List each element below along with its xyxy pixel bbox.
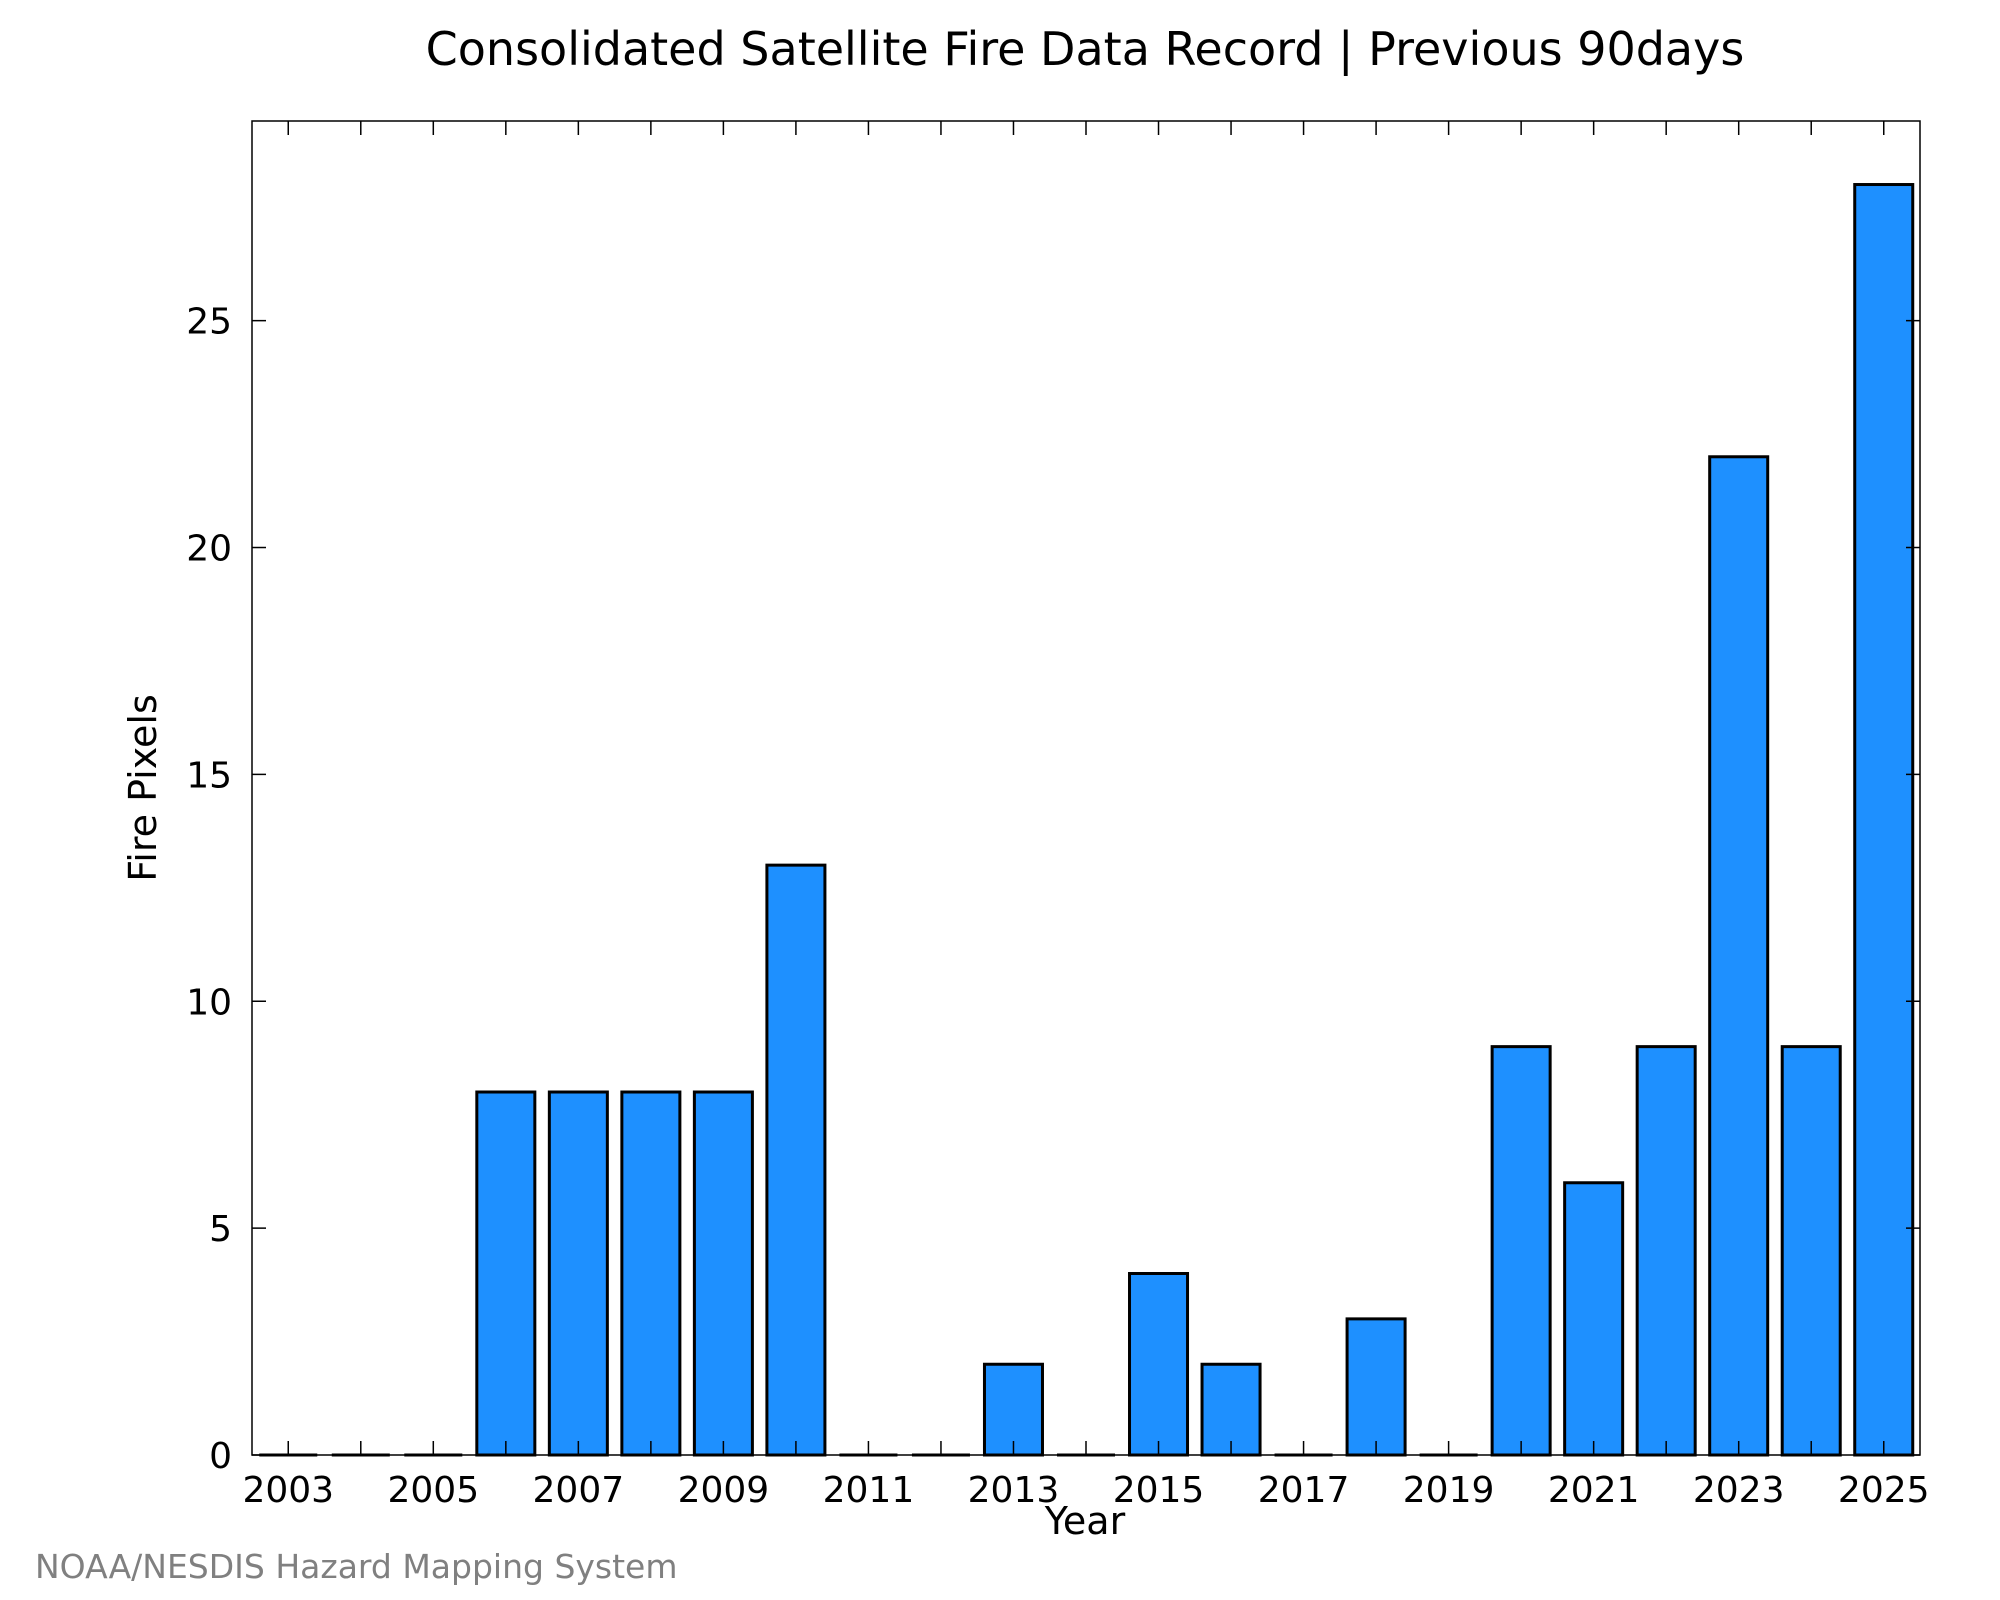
bar-2009 bbox=[692, 1090, 754, 1457]
x-axis-ticks: 2003 2005 2007 2009 2011 2013 2015 2017 2019 2021… bbox=[242, 121, 1930, 1511]
x-tick-label-2011: 2011 bbox=[823, 1470, 915, 1511]
x-tick-label-2003: 2003 bbox=[242, 1470, 334, 1511]
bar-2024 bbox=[1780, 1045, 1842, 1457]
bar-2016 bbox=[1200, 1362, 1262, 1457]
y-axis-label: Fire Pixels bbox=[121, 694, 165, 882]
x-tick-label-2007: 2007 bbox=[533, 1470, 625, 1511]
bar-2015 bbox=[1128, 1272, 1190, 1457]
x-tick-label-2021: 2021 bbox=[1548, 1470, 1640, 1511]
bar-2021 bbox=[1563, 1181, 1625, 1457]
x-tick-label-2015: 2015 bbox=[1113, 1470, 1205, 1511]
bar-2023 bbox=[1708, 455, 1770, 1457]
y-tick-label-25: 25 bbox=[186, 302, 232, 343]
bar-2025 bbox=[1853, 183, 1915, 1457]
bar-2020 bbox=[1490, 1045, 1552, 1457]
x-tick-label-2025: 2025 bbox=[1838, 1470, 1930, 1511]
chart-title: Consolidated Satellite Fire Data Record … bbox=[426, 22, 1745, 77]
x-tick-label-2019: 2019 bbox=[1403, 1470, 1495, 1511]
bar-2007 bbox=[547, 1090, 609, 1457]
y-tick-label-10: 10 bbox=[186, 982, 232, 1023]
bar-2010 bbox=[765, 863, 827, 1457]
y-tick-label-0: 0 bbox=[209, 1436, 232, 1477]
bar-2008 bbox=[620, 1090, 682, 1457]
bars-group bbox=[259, 183, 1915, 1457]
x-tick-label-2005: 2005 bbox=[387, 1470, 479, 1511]
x-tick-label-2023: 2023 bbox=[1693, 1470, 1785, 1511]
bar-2022 bbox=[1635, 1045, 1697, 1457]
x-tick-label-2013: 2013 bbox=[968, 1470, 1060, 1511]
x-axis-label: Year bbox=[1044, 1499, 1126, 1543]
bar-2013 bbox=[982, 1362, 1044, 1457]
y-axis-ticks: 0 5 10 15 20 25 bbox=[186, 302, 1920, 1477]
bar-2006 bbox=[475, 1090, 537, 1457]
x-tick-label-2009: 2009 bbox=[678, 1470, 770, 1511]
bar-2018 bbox=[1345, 1317, 1407, 1457]
credit-text: NOAA/NESDIS Hazard Mapping System bbox=[35, 1547, 678, 1586]
y-tick-label-15: 15 bbox=[186, 755, 232, 796]
y-tick-label-20: 20 bbox=[186, 529, 232, 570]
x-tick-label-2017: 2017 bbox=[1258, 1470, 1350, 1511]
y-tick-label-5: 5 bbox=[209, 1209, 232, 1250]
